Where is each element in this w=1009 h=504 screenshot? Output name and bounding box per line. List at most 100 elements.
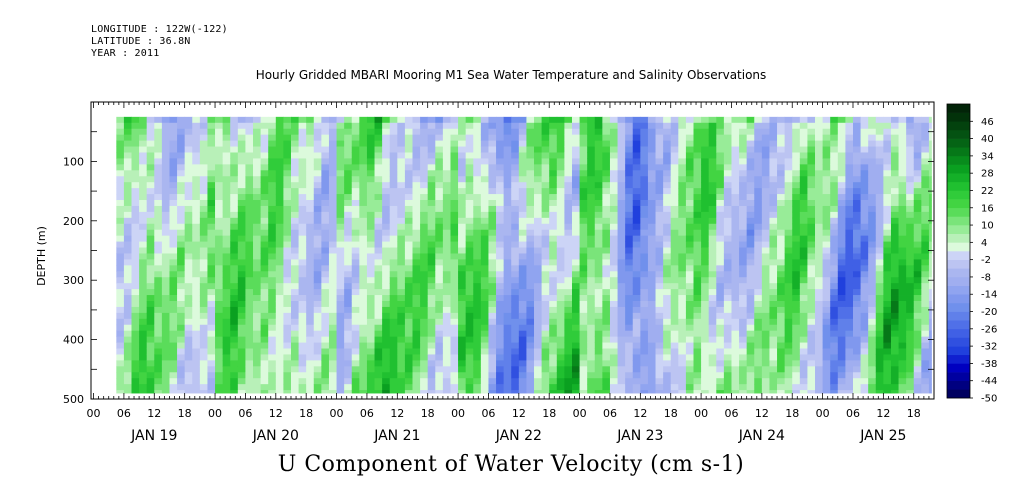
- heatmap-cell: [739, 253, 748, 260]
- heatmap-cell: [663, 277, 672, 284]
- heatmap-cell: [336, 342, 345, 349]
- heatmap-cell: [268, 146, 277, 153]
- heatmap-cell: [328, 360, 337, 367]
- heatmap-cell: [207, 223, 216, 231]
- heatmap-cell: [283, 360, 292, 367]
- heatmap-cell: [328, 134, 337, 142]
- heatmap-cell: [496, 229, 505, 237]
- heatmap-cell: [139, 342, 148, 349]
- heatmap-cell: [723, 188, 732, 195]
- heatmap-cell: [336, 283, 345, 290]
- heatmap-cell: [420, 194, 429, 201]
- heatmap-cell: [192, 211, 201, 219]
- heatmap-cell: [815, 318, 824, 326]
- heatmap-cell: [351, 283, 360, 290]
- heatmap-cell: [245, 223, 254, 231]
- heatmap-cell: [374, 265, 383, 272]
- heatmap-cell: [382, 253, 391, 260]
- heatmap-cell: [298, 295, 307, 302]
- heatmap-cell: [199, 200, 208, 207]
- heatmap-cell: [906, 223, 915, 231]
- heatmap-cell: [731, 372, 740, 379]
- heatmap-cell: [609, 211, 618, 219]
- heatmap-cell: [511, 176, 520, 183]
- heatmap-cell: [883, 324, 892, 332]
- heatmap-cell: [830, 354, 839, 361]
- heatmap-cell: [351, 360, 360, 367]
- heatmap-cell: [427, 182, 436, 189]
- heatmap-cell: [868, 128, 877, 136]
- heatmap-cell: [412, 295, 421, 302]
- heatmap-cell: [746, 140, 755, 147]
- heatmap-cell: [184, 372, 193, 379]
- heatmap-cell: [890, 271, 899, 278]
- heatmap-cell: [237, 295, 246, 302]
- heatmap-cell: [207, 324, 216, 332]
- heatmap-cell: [253, 283, 262, 290]
- heatmap-cell: [678, 200, 687, 207]
- heatmap-cell: [541, 146, 550, 153]
- heatmap-cell: [852, 229, 861, 237]
- heatmap-cell: [625, 283, 634, 290]
- heatmap-cell: [123, 277, 132, 284]
- heatmap-cell: [723, 390, 732, 394]
- heatmap-cell: [397, 342, 406, 349]
- heatmap-cell: [777, 378, 786, 385]
- heatmap-field: [116, 116, 932, 394]
- heatmap-cell: [799, 336, 808, 343]
- heatmap-cell: [913, 271, 922, 278]
- heatmap-cell: [571, 277, 580, 284]
- heatmap-cell: [192, 300, 201, 308]
- heatmap-cell: [526, 312, 535, 320]
- heatmap-cell: [511, 277, 520, 284]
- heatmap-cell: [192, 354, 201, 361]
- heatmap-cell: [837, 277, 846, 284]
- heatmap-cell: [815, 217, 824, 225]
- heatmap-cell: [351, 378, 360, 385]
- heatmap-cell: [837, 152, 846, 159]
- heatmap-cell: [837, 194, 846, 201]
- heatmap-cell: [898, 200, 907, 207]
- heatmap-cell: [875, 259, 884, 266]
- heatmap-cell: [496, 271, 505, 278]
- heatmap-cell: [450, 176, 459, 183]
- heatmap-cell: [435, 289, 444, 296]
- heatmap-cell: [564, 295, 573, 302]
- heatmap-cell: [420, 170, 429, 177]
- heatmap-cell: [579, 116, 588, 124]
- heatmap-cell: [184, 128, 193, 136]
- heatmap-cell: [883, 366, 892, 373]
- heatmap-cell: [632, 384, 641, 391]
- heatmap-cell: [268, 354, 277, 361]
- heatmap-cell: [496, 146, 505, 153]
- heatmap-cell: [435, 200, 444, 207]
- heatmap-cell: [397, 241, 406, 248]
- heatmap-cell: [852, 194, 861, 201]
- heatmap-cell: [321, 318, 330, 326]
- heatmap-cell: [913, 342, 922, 349]
- heatmap-cell: [890, 283, 899, 290]
- heatmap-cell: [427, 200, 436, 207]
- heatmap-cell: [860, 318, 869, 326]
- heatmap-cell: [647, 158, 656, 165]
- heatmap-cell: [617, 336, 626, 343]
- heatmap-cell: [184, 229, 193, 237]
- heatmap-cell: [161, 241, 170, 248]
- heatmap-cell: [427, 253, 436, 260]
- heatmap-cell: [579, 283, 588, 290]
- heatmap-cell: [465, 205, 474, 213]
- heatmap-cell: [420, 116, 429, 124]
- heatmap-cell: [913, 253, 922, 260]
- heatmap-cell: [799, 200, 808, 207]
- heatmap-cell: [701, 324, 710, 332]
- heatmap-cell: [480, 283, 489, 290]
- heatmap-cell: [602, 306, 611, 314]
- heatmap-cell: [685, 390, 694, 394]
- heatmap-cell: [275, 128, 284, 136]
- heatmap-cell: [169, 271, 178, 278]
- heatmap-cell: [815, 146, 824, 153]
- heatmap-cell: [389, 342, 398, 349]
- heatmap-cell: [890, 223, 899, 231]
- heatmap-cell: [617, 348, 626, 355]
- heatmap-cell: [807, 271, 816, 278]
